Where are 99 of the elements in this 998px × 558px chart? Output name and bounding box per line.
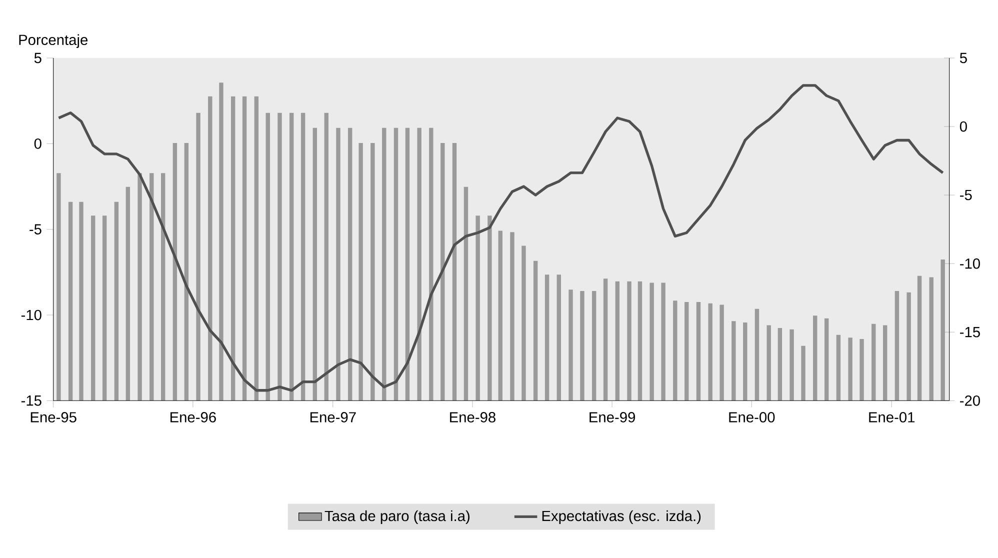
legend-label: Tasa de paro (tasa i.a) <box>324 510 470 524</box>
bar <box>452 142 457 401</box>
bar <box>661 282 666 401</box>
bar <box>382 128 386 401</box>
bar <box>405 128 410 401</box>
bar <box>801 346 806 401</box>
bar <box>370 142 375 401</box>
bar <box>743 322 748 401</box>
y-tick-label: -5 <box>30 224 42 234</box>
bar <box>824 318 829 401</box>
bar <box>638 281 642 401</box>
x-tick-label: Ene-96 <box>170 412 216 422</box>
bar <box>300 112 306 401</box>
bar <box>476 216 480 401</box>
bar <box>708 303 712 401</box>
bar <box>68 202 73 401</box>
bar <box>544 274 550 401</box>
y2-tick-label: -5 <box>960 190 972 200</box>
bar <box>872 324 876 401</box>
bar <box>627 281 632 401</box>
x-tick-label: Ene-00 <box>729 412 775 422</box>
bar <box>254 96 259 401</box>
line-series <box>57 84 944 392</box>
bar <box>160 173 166 401</box>
bar <box>580 291 584 401</box>
bar <box>720 304 724 401</box>
bar <box>417 128 422 401</box>
bar <box>56 173 61 401</box>
y-tick-label: -10 <box>21 310 42 320</box>
bar <box>836 334 841 401</box>
bar <box>358 142 363 401</box>
bar <box>778 328 782 401</box>
bar <box>522 246 526 401</box>
bar <box>650 282 654 401</box>
bar <box>917 276 922 401</box>
y2-tick-label: 0 <box>960 121 967 132</box>
bar <box>126 186 130 401</box>
bar <box>732 321 736 401</box>
bar <box>568 290 573 401</box>
bar <box>394 128 398 401</box>
x-tick-label: Ene-95 <box>30 412 76 422</box>
legend-label: Expectativas (esc. izda.) <box>542 510 701 524</box>
bar <box>673 300 678 401</box>
x-tick-label: Ene-99 <box>590 412 635 422</box>
bar <box>882 325 888 401</box>
bar <box>289 112 294 401</box>
bar <box>348 128 352 401</box>
bar <box>754 308 760 401</box>
bar <box>172 142 178 401</box>
bar <box>615 281 620 401</box>
bar <box>91 216 96 401</box>
y2-tick-label: -15 <box>960 327 980 338</box>
bar <box>603 278 608 401</box>
y2-tick-label: -10 <box>960 258 980 269</box>
bar <box>208 96 212 401</box>
bar <box>790 329 794 401</box>
bar <box>510 232 514 401</box>
x-tick-label: Ene-98 <box>450 412 496 422</box>
bar <box>813 316 818 401</box>
bar <box>906 292 911 401</box>
bar <box>684 302 689 401</box>
bar <box>336 128 340 401</box>
bar <box>429 128 434 401</box>
bar <box>278 112 282 401</box>
bar <box>894 291 900 401</box>
bar <box>556 274 561 401</box>
bar <box>488 216 492 401</box>
bar <box>79 202 84 401</box>
bar <box>440 142 445 401</box>
bar <box>266 112 270 401</box>
bar <box>230 96 236 401</box>
y2-tick-label: -20 <box>960 395 980 406</box>
bar <box>533 260 538 401</box>
bar <box>848 338 852 401</box>
bar <box>464 186 468 401</box>
bar <box>696 302 701 401</box>
y2-tick-label: 5 <box>960 52 967 64</box>
y-tick-label: -15 <box>21 396 42 406</box>
bar <box>498 230 502 401</box>
y-tick-label: 5 <box>34 52 42 64</box>
bar <box>114 202 119 401</box>
bar <box>102 216 107 401</box>
bar <box>138 173 142 401</box>
bar <box>150 173 154 401</box>
y-axis-title: Porcentaje <box>19 34 88 48</box>
bar <box>324 112 328 401</box>
bar <box>219 82 224 401</box>
x-tick-label: Ene-01 <box>869 412 915 422</box>
bar <box>929 277 934 401</box>
bar <box>312 128 318 401</box>
x-tick-label: Ene-97 <box>310 412 356 422</box>
bar <box>184 142 189 401</box>
bar <box>860 338 864 401</box>
bar <box>592 291 596 401</box>
bar <box>242 96 247 401</box>
bar <box>940 259 945 401</box>
y-tick-label: 0 <box>34 138 42 149</box>
bar <box>766 325 771 401</box>
bar <box>196 112 200 401</box>
